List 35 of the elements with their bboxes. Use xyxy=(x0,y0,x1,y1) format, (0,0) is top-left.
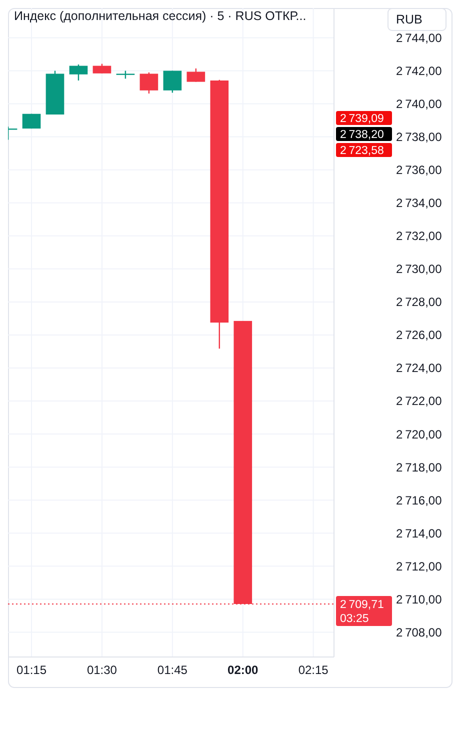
candlestick xyxy=(140,72,158,94)
candlestick xyxy=(69,64,88,82)
y-tick-label: 2 710,00 xyxy=(396,592,442,606)
y-tick-label: 2 718,00 xyxy=(396,460,442,474)
y-tick-label: 2 738,00 xyxy=(396,130,442,144)
y-tick-label: 2 712,00 xyxy=(396,559,442,574)
x-tick-label: 02:00 xyxy=(228,663,259,677)
y-tick-label: 2 732,00 xyxy=(396,229,442,244)
y-tick-label: 2 726,00 xyxy=(396,328,442,342)
candlestick xyxy=(163,70,182,94)
y-tick-label: 2 720,00 xyxy=(396,427,442,442)
y-tick-label: 2 744,00 xyxy=(396,30,442,45)
x-tick-label: 01:30 xyxy=(86,663,118,677)
y-axis-title: RUB xyxy=(396,12,422,26)
text: 2 739,09 xyxy=(340,113,384,126)
text: 2 723,58 xyxy=(340,145,384,158)
x-tick-label: 01:45 xyxy=(157,663,188,677)
y-tick-label: 2 724,00 xyxy=(396,361,442,376)
y-tick-label: 2 716,00 xyxy=(396,493,442,508)
y-tick-label: 2 742,00 xyxy=(396,64,442,78)
y-tick-label: 2 722,00 xyxy=(396,394,442,408)
chart-title: Индекс (дополнительная сессия) · 5 · RUS ОТКР... xyxy=(14,9,306,23)
candlestick xyxy=(92,63,112,74)
y-tick-label: 2 708,00 xyxy=(396,625,442,640)
y-tick-label: 2 736,00 xyxy=(396,163,442,178)
text: 2 738,20 xyxy=(340,129,384,142)
ref-line-label: 2 709,71 03:25 xyxy=(340,599,384,626)
y-tick-label: 2 728,00 xyxy=(396,295,442,310)
y-tick-label: 2 714,00 xyxy=(396,526,442,540)
x-tick-label: 02:15 xyxy=(298,663,329,677)
x-tick-label: 01:15 xyxy=(16,663,47,677)
y-tick-label: 2 734,00 xyxy=(396,196,442,210)
candlestick xyxy=(186,68,206,82)
y-tick-label: 2 740,00 xyxy=(396,96,442,111)
y-tick-label: 2 730,00 xyxy=(396,262,442,276)
